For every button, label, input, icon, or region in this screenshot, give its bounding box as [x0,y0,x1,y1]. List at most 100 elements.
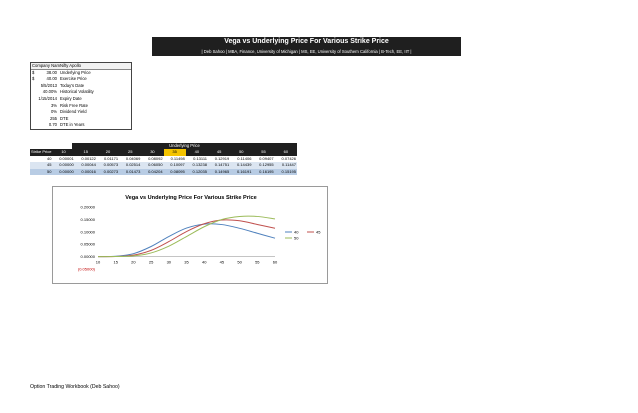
grid-value-cell[interactable]: 0.16195 [252,168,275,175]
input-row: 0% Dividend Yield [31,109,131,116]
input-row: 255 DTE [31,116,131,123]
grid-value-cell[interactable]: 0.16191 [230,168,253,175]
grid-value-cell[interactable]: 0.07426 [274,155,297,162]
input-value-text: 40.00 [46,76,57,82]
series-line-45 [97,219,276,258]
y-tick-label: (0.05000) [78,267,96,272]
grid-underlying-header: 20 [96,149,120,156]
y-tick-label: 0.20000 [81,205,96,210]
input-row: 40.00% Historical Volatility [31,89,131,96]
grid-strike-cell[interactable]: 40 [30,155,53,162]
grid-value-cell[interactable]: 0.12919 [207,155,231,162]
x-tick-label: 10 [96,260,101,265]
inputs-header-value[interactable]: Company Nam [32,63,60,68]
grid-value-cell[interactable]: 0.13238 [185,162,208,169]
input-value-text: 255 [50,115,57,121]
grid-value-cell[interactable]: 0.14965 [207,168,231,175]
y-tick-label: 0.10000 [81,229,96,234]
vega-grid: Strike Price 10 15 20 25 30 35 40 45 50 55 60 40 0.00… [30,149,297,175]
grid-underlying-header: 40 [185,149,208,156]
grid-value-cell[interactable]: 0.08095 [163,168,186,175]
grid-value-cell[interactable]: 0.12035 [185,168,208,175]
grid-value-cell[interactable]: 0.00000 [52,162,75,169]
input-row: 5/5/2013 Today's Date [31,83,131,90]
grid-value-cell[interactable]: 0.00001 [52,155,75,162]
input-label: Expiry Date [60,95,82,101]
grid-title: Underlying Price [72,143,297,149]
input-label: DTE [60,115,69,121]
grid-row-header: Strike Price [30,149,53,156]
grid-underlying-header: 25 [119,149,142,156]
input-currency: $ [32,69,35,75]
x-tick-label: 25 [149,260,154,265]
chart-title: Vega vs Underlying Price For Various Str… [125,195,257,201]
grid-value-cell[interactable]: 0.00122 [74,155,97,162]
grid-value-cell[interactable]: 0.06050 [141,162,164,169]
grid-value-cell[interactable]: 0.00273 [96,168,120,175]
grid-value-cell[interactable]: 0.11498 [163,155,186,162]
input-row: 0.70 DTE in Years [31,122,131,129]
grid-value-cell[interactable]: 0.15195 [274,168,297,175]
legend-label-50: 50 [294,236,299,241]
grid-value-cell[interactable]: 0.12955 [252,162,275,169]
grid-value-cell[interactable]: 0.14439 [230,162,253,169]
grid-value-cell[interactable]: 0.01171 [96,155,120,162]
series-line-40 [97,223,276,258]
input-value[interactable]: 0.70 [31,122,59,129]
input-row: $40.00 Exercise Price [31,76,131,83]
grid-value-cell[interactable]: 0.04069 [119,155,142,162]
y-tick-label: 0.05000 [81,242,96,247]
grid-value-cell[interactable]: 0.09407 [252,155,275,162]
input-value[interactable]: 5/5/2013 [31,83,59,90]
grid-strike-cell[interactable]: 45 [30,162,53,169]
series-line-50 [97,215,276,258]
x-tick-label: 40 [202,260,207,265]
input-value-text: 0% [50,109,57,115]
input-label: Risk Free Rate [60,102,88,108]
footer-text: Option Trading Workbook (Deb Sahoo) [30,384,120,390]
input-value[interactable]: 3% [31,103,59,110]
x-tick-label: 60 [273,260,278,265]
x-tick-label: 45 [220,260,225,265]
grid-value-cell[interactable]: 0.14751 [207,162,231,169]
x-tick-label: 35 [184,260,189,265]
grid-value-cell[interactable]: 0.00016 [74,168,97,175]
grid-value-cell[interactable]: 0.00573 [96,162,120,169]
grid-value-cell[interactable]: 0.00044 [74,162,97,169]
input-label: Exercise Price [60,76,87,82]
input-value[interactable]: $38.00 [31,70,59,77]
grid-value-cell[interactable]: 0.11406 [230,155,253,162]
grid-row: 45 0.00000 0.00044 0.00573 0.02514 0.06050 0.1… [30,162,297,169]
input-row: 1/15/2014 Expiry Date [31,96,131,103]
grid-underlying-header: 45 [207,149,231,156]
grid-underlying-header: 10 [52,149,75,156]
grid-value-cell[interactable]: 0.02514 [119,162,142,169]
input-label: Historical Volatility [60,89,94,95]
input-value[interactable]: 0% [31,109,59,116]
grid-value-cell[interactable]: 0.01473 [119,168,142,175]
input-value[interactable]: 1/15/2014 [31,96,59,103]
grid-value-cell[interactable]: 0.11447 [274,162,297,169]
grid-value-cell[interactable]: 0.08092 [141,155,164,162]
grid-value-cell[interactable]: 0.13111 [185,155,208,162]
input-value-text: 40.00% [42,89,57,95]
input-value[interactable]: 255 [31,116,59,123]
x-tick-label: 30 [167,260,172,265]
x-tick-label: 55 [255,260,260,265]
legend-label-40: 40 [294,230,299,235]
grid-strike-cell[interactable]: 50 [30,168,53,175]
input-currency: $ [32,76,35,82]
grid-value-cell[interactable]: 0.00000 [52,168,75,175]
grid-header-row: Strike Price 10 15 20 25 30 35 40 45 50 55 60 [30,149,297,156]
grid-value-cell[interactable]: 0.10097 [163,162,186,169]
input-value-text: 3% [50,102,57,108]
input-value[interactable]: $40.00 [31,76,59,83]
grid-underlying-header: 50 [230,149,253,156]
grid-underlying-header: 55 [252,149,275,156]
input-value-text: 5/5/2013 [40,82,57,88]
input-row: 3% Risk Free Rate [31,103,131,110]
grid-value-cell[interactable]: 0.04204 [141,168,164,175]
input-value-text: 1/15/2014 [38,95,57,101]
input-value[interactable]: 40.00% [31,89,59,96]
vega-chart[interactable]: Vega vs Underlying Price For Various Str… [52,186,328,284]
